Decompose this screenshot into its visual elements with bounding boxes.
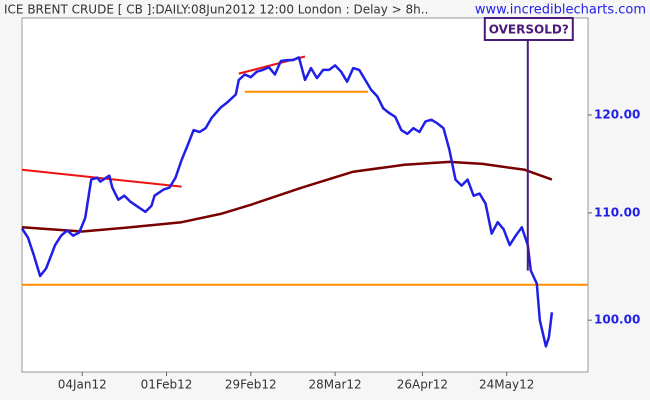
- price-line: [20, 56, 554, 348]
- x-tick-label: 26Apr12: [397, 378, 448, 392]
- x-tick-label: 04Jan12: [58, 378, 107, 392]
- plot-area: [21, 17, 589, 373]
- x-tick-label: 28Mar12: [309, 378, 362, 392]
- x-tick-label: 29Feb12: [225, 378, 277, 392]
- x-tick-label: 24May12: [479, 378, 534, 392]
- watermark: www.incrediblecharts.com: [475, 3, 646, 18]
- x-tick-label: 01Feb12: [141, 378, 193, 392]
- annotation-box: [483, 17, 574, 41]
- y-tick-label: 120.00: [594, 107, 640, 121]
- trend-line: [21, 168, 182, 188]
- chart-title: ICE BRENT CRUDE [ CB ]:DAILY:08Jun2012 1…: [4, 3, 428, 17]
- annotation-text: OVERSOLD?: [489, 23, 569, 37]
- y-tick-label: 100.00: [594, 313, 640, 327]
- moving-average: [21, 160, 553, 233]
- y-tick-label: 110.00: [594, 205, 640, 219]
